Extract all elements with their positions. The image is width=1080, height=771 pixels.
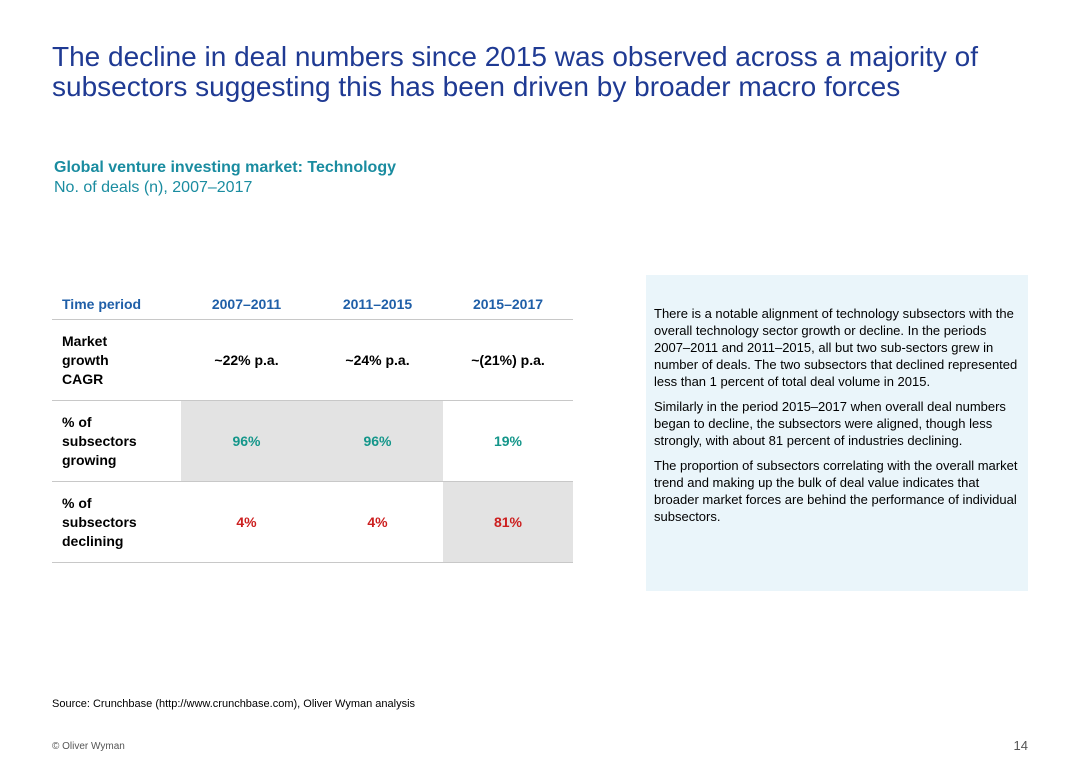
header-time-period: Time period [52,289,181,320]
commentary-paragraph-1: There is a notable alignment of technolo… [654,306,1018,389]
page-number: 14 [1013,738,1028,753]
commentary-box: There is a notable alignment of technolo… [646,275,1028,591]
table-cell: 96% [312,400,443,482]
table-row-market-growth: Market growth CAGR ~22% p.a. ~24% p.a. ~… [52,319,573,401]
commentary-paragraph-2: Similarly in the period 2015–2017 when o… [654,399,1006,448]
header-2011-2015: 2011–2015 [312,289,443,320]
page-title-line-1: The decline in deal numbers since 2015 w… [52,41,979,72]
table-cell: 96% [181,400,312,482]
row-label-declining: % of subsectors declining [52,481,181,563]
subheading-units: No. of deals (n), 2007–2017 [54,179,253,196]
table-cell: 19% [443,400,573,482]
page-title: The decline in deal numbers since 2015 w… [52,42,1032,102]
table-cell: 81% [443,481,573,563]
source-note: Source: Crunchbase (http://www.crunchbas… [52,698,416,710]
chart-subheading: Global venture investing market: Technol… [54,158,396,198]
subheading-title: Global venture investing market: Technol… [54,159,396,176]
commentary-paragraph-3: The proportion of subsectors correlating… [654,458,1018,524]
row-label-market-growth: Market growth CAGR [52,319,181,401]
header-2007-2011: 2007–2011 [181,289,312,320]
table-row-declining: % of subsectors declining 4% 4% 81% [52,481,573,563]
table-row-growing: % of subsectors growing 96% 96% 19% [52,400,573,482]
copyright-notice: © Oliver Wyman [52,741,125,752]
table-cell: ~22% p.a. [181,319,312,401]
table-header-row: Time period 2007–2011 2011–2015 2015–201… [52,289,573,320]
subsector-table: Time period 2007–2011 2011–2015 2015–201… [52,289,573,563]
table-cell: ~(21%) p.a. [443,319,573,401]
table-cell: 4% [312,481,443,563]
table-cell: ~24% p.a. [312,319,443,401]
header-2015-2017: 2015–2017 [443,289,573,320]
table-cell: 4% [181,481,312,563]
page-title-line-2: subsectors suggesting this has been driv… [52,71,901,102]
row-label-growing: % of subsectors growing [52,400,181,482]
